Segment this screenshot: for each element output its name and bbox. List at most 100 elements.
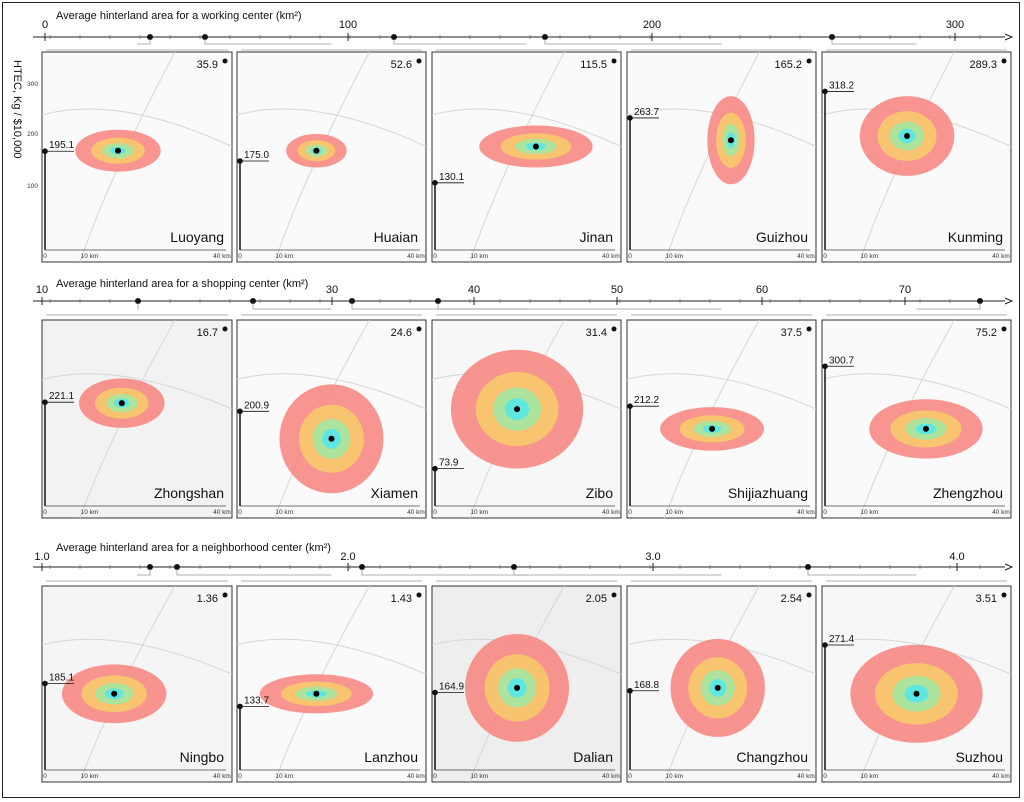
scale-label: 10 km <box>470 509 488 516</box>
axis-arrow <box>1004 297 1014 305</box>
scale-label: 0 <box>823 509 827 516</box>
area-value: 289.3 <box>969 59 997 71</box>
area-dot <box>222 58 228 64</box>
center-marker <box>111 690 118 697</box>
axis-data-point <box>359 564 365 570</box>
scale-label: 40 km <box>213 253 231 260</box>
scale-label: 10 km <box>81 773 99 780</box>
section-title: Average hinterland area for a shopping c… <box>56 278 308 290</box>
area-dot <box>611 326 617 332</box>
area-dot <box>806 592 812 598</box>
htec-value: 195.1 <box>49 140 74 151</box>
scale-label: 40 km <box>797 773 815 780</box>
area-dot <box>806 326 812 332</box>
map-road <box>236 373 427 410</box>
center-marker <box>328 435 335 442</box>
htec-value: 130.1 <box>439 172 464 183</box>
area-value: 3.51 <box>976 593 997 605</box>
city-name: Jinan <box>580 229 613 245</box>
center-marker <box>313 147 320 154</box>
scale-label: 40 km <box>992 509 1010 516</box>
axis-tick-label: 2.0 <box>340 551 355 563</box>
scale-label: 0 <box>238 509 242 516</box>
scale-label: 0 <box>433 509 437 516</box>
map-road <box>41 108 233 147</box>
area-value: 75.2 <box>976 327 997 339</box>
htec-value: 200.9 <box>244 400 269 411</box>
scale-label: 0 <box>238 253 242 260</box>
city-name: Dalian <box>573 749 613 765</box>
axis-tick-label: 50 <box>611 284 623 296</box>
axis-tick-label: 1.0 <box>34 551 49 563</box>
map-road <box>821 373 1012 410</box>
scale-label: 0 <box>238 773 242 780</box>
axis-tick-label: 200 <box>643 19 661 31</box>
y-tick-label: 200 <box>27 131 38 138</box>
area-value: 115.5 <box>580 59 607 71</box>
center-marker <box>709 425 716 432</box>
axis-data-point <box>174 564 180 570</box>
axis-data-point <box>542 34 548 40</box>
scale-label: 10 km <box>860 773 878 780</box>
area-value: 2.54 <box>781 593 802 605</box>
area-value: 1.43 <box>391 593 412 605</box>
area-dot <box>416 592 422 598</box>
city-name: Zibo <box>586 485 613 501</box>
city-name: Changzhou <box>736 749 808 765</box>
area-value: 24.6 <box>391 327 412 339</box>
scale-label: 40 km <box>213 509 231 516</box>
axis-connector <box>361 569 617 582</box>
center-marker <box>904 133 911 139</box>
htec-value: 318.2 <box>829 80 854 91</box>
scale-label: 10 km <box>275 773 293 780</box>
axis-connector <box>46 39 228 51</box>
htec-value: 221.1 <box>49 391 74 402</box>
center-marker <box>922 425 929 432</box>
scale-label: 10 km <box>470 253 488 260</box>
htec-value: 168.8 <box>634 680 659 691</box>
htec-value: 133.7 <box>244 695 269 706</box>
area-dot <box>1001 592 1007 598</box>
scale-label: 40 km <box>407 253 425 260</box>
area-dot <box>806 58 812 64</box>
center-marker <box>714 684 721 691</box>
area-value: 31.4 <box>586 327 607 339</box>
axis-tick-label: 100 <box>339 19 357 31</box>
map-road <box>236 638 427 675</box>
area-dot <box>222 326 228 332</box>
center-marker <box>118 400 125 407</box>
city-name: Xiamen <box>371 485 418 501</box>
city-name: Huaian <box>374 229 418 245</box>
center-marker <box>727 137 734 144</box>
city-name: Guizhou <box>756 229 808 245</box>
scale-label: 0 <box>628 773 632 780</box>
axis-data-point <box>147 34 153 40</box>
city-name: Ningbo <box>180 749 225 765</box>
htec-value: 263.7 <box>634 107 659 118</box>
area-value: 35.9 <box>197 59 218 71</box>
htec-value: 185.1 <box>49 672 74 683</box>
area-value: 16.7 <box>197 327 218 339</box>
scale-label: 40 km <box>602 509 620 516</box>
scale-label: 0 <box>43 253 47 260</box>
area-value: 165.2 <box>774 59 802 71</box>
axis-tick-label: 70 <box>899 284 911 296</box>
center-marker <box>913 690 920 697</box>
center-marker <box>514 406 521 413</box>
axis-connector <box>204 39 422 51</box>
axis-arrow <box>1004 563 1014 571</box>
scale-label: 40 km <box>992 773 1010 780</box>
scale-label: 40 km <box>407 509 425 516</box>
axis-data-point <box>135 298 141 304</box>
center-marker <box>313 690 320 697</box>
area-dot <box>611 58 617 64</box>
axis-tick-label: 0 <box>42 19 48 31</box>
axis-arrow <box>1004 33 1014 41</box>
area-value: 1.36 <box>197 593 218 605</box>
map-road <box>274 51 370 263</box>
city-name: Lanzhou <box>364 749 418 765</box>
y-tick-label: 300 <box>27 81 38 88</box>
scale-label: 10 km <box>665 509 683 516</box>
scale-label: 40 km <box>797 509 815 516</box>
